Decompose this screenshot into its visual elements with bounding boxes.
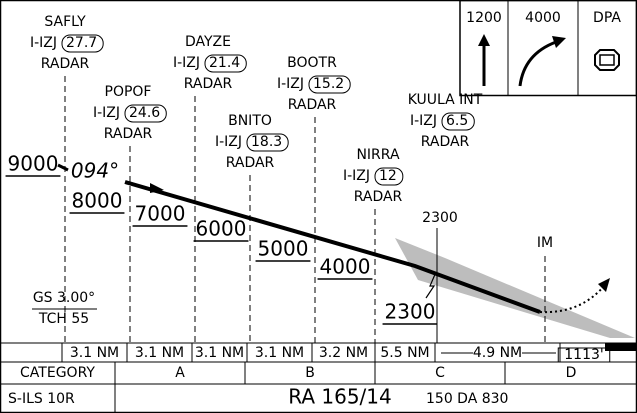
marker-label: IM — [537, 235, 553, 251]
fix-dme: 21.4 — [209, 55, 240, 71]
tdze-box — [557, 347, 611, 363]
distance: 4.9 NM — [473, 345, 522, 361]
glideslope: GS 3.00° — [33, 290, 95, 306]
hold-symbol — [594, 49, 620, 71]
turn-arrow — [518, 40, 557, 87]
ma-turn: 4000 — [525, 10, 561, 26]
category: B — [305, 365, 315, 381]
fix-note: RADAR — [226, 155, 275, 171]
category: C — [435, 365, 445, 381]
fix-note: RADAR — [288, 97, 337, 113]
distance: 3.1 NM — [135, 345, 184, 361]
missed-path — [539, 285, 605, 314]
hold-symbol — [599, 54, 615, 66]
category: A — [175, 365, 185, 381]
arrowhead — [478, 34, 490, 46]
course: 094° — [71, 159, 119, 183]
fix-note: RADAR — [184, 76, 233, 92]
dme-box — [441, 112, 475, 131]
fix-note: RADAR — [41, 56, 90, 72]
fix-note: RADAR — [354, 189, 403, 205]
runway-bar — [605, 343, 637, 351]
fix-dme: 6.5 — [446, 113, 468, 129]
altitude: 6000 — [196, 217, 247, 241]
arrowhead — [552, 36, 566, 48]
dme-box — [124, 104, 167, 123]
fix-ident: I-IZJ — [343, 168, 370, 184]
distance: 3.1 NM — [255, 345, 304, 361]
fix-name: BOOTR — [287, 55, 337, 71]
fix-dme: 18.3 — [251, 134, 282, 150]
fix-ident: I-IZJ — [93, 105, 120, 121]
fix-name: POPOF — [105, 84, 152, 100]
dme-box — [374, 167, 404, 186]
profile-path — [124, 180, 541, 314]
tch: TCH 55 — [38, 311, 89, 327]
da: 150 DA 830 — [426, 391, 508, 407]
altitude: 4000 — [320, 255, 371, 279]
altitude: 9000 — [8, 152, 59, 176]
category: CATEGORY — [20, 365, 95, 381]
fix-ident: I-IZJ — [277, 76, 304, 92]
arrowhead — [598, 278, 610, 292]
approach-name: S-ILS 10R — [8, 391, 75, 407]
fix-name: DAYZE — [185, 34, 231, 50]
fix-name: NIRRA — [356, 147, 399, 163]
distance: 5.5 NM — [380, 345, 429, 361]
fix-ident: I-IZJ — [30, 35, 57, 51]
altitude: 8000 — [72, 189, 123, 213]
glidepath-wedge — [395, 238, 635, 338]
fix-note: RADAR — [421, 134, 470, 150]
ma-climb: 1200 — [466, 10, 502, 26]
lightning — [425, 271, 437, 299]
fix-ident: I-IZJ — [410, 113, 437, 129]
fix-dme: 24.6 — [129, 105, 160, 121]
dme-box — [246, 133, 289, 152]
lead-line — [57, 163, 69, 172]
distance: 3.1 NM — [195, 345, 244, 361]
distance: 3.1 NM — [70, 345, 119, 361]
fix-name: SAFLY — [44, 14, 86, 30]
fix-name: BNITO — [228, 113, 272, 129]
fix-ident: I-IZJ — [215, 134, 242, 150]
fix-dme: 27.7 — [66, 35, 97, 51]
fix-dme: 15.2 — [313, 76, 344, 92]
dme-box — [308, 75, 351, 94]
ma-hold: DPA — [593, 10, 621, 26]
arrowhead — [150, 183, 164, 193]
fix-dme: 12 — [379, 168, 397, 184]
fix-altitude: 2300 — [422, 210, 458, 226]
tdze: 1113' — [564, 347, 603, 363]
category: D — [566, 365, 577, 381]
altitude: 5000 — [258, 237, 309, 261]
fix-name: KUULA INT — [408, 92, 483, 108]
dme-box — [204, 54, 247, 73]
fix-note: RADAR — [104, 126, 153, 142]
distance: 3.2 NM — [319, 345, 368, 361]
dme-box — [61, 34, 104, 53]
fix-ident: I-IZJ — [173, 55, 200, 71]
altitude: 2300 — [385, 300, 436, 324]
ra: RA 165/14 — [288, 385, 392, 409]
altitude: 7000 — [135, 202, 186, 226]
